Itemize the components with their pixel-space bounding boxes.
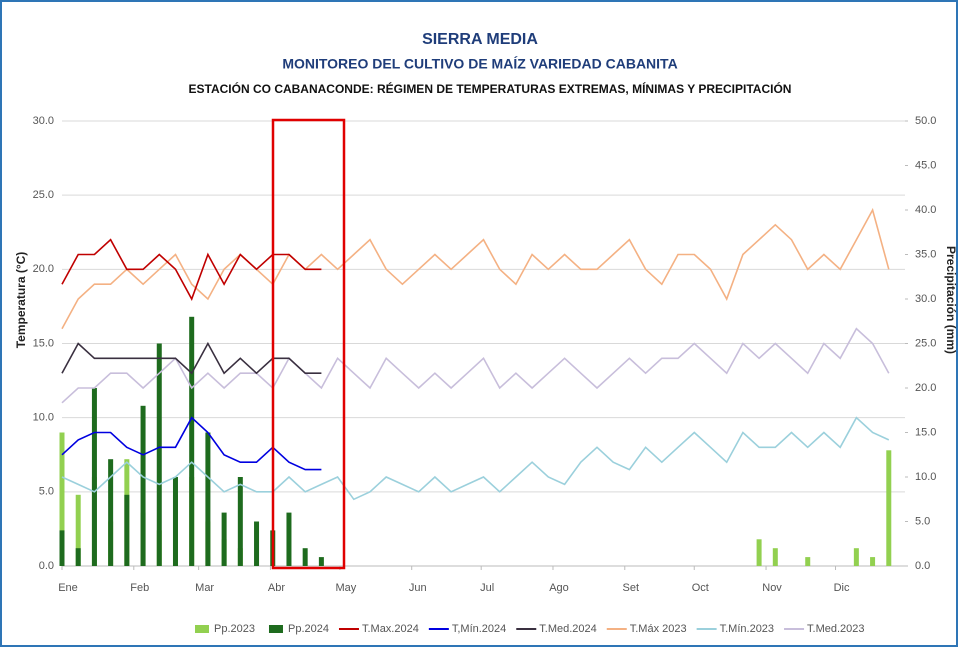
- bar: [108, 459, 114, 566]
- bar: [756, 539, 762, 566]
- x-tick-label: Set: [623, 582, 640, 594]
- x-tick-label: Jul: [480, 582, 494, 594]
- bar: [805, 557, 811, 566]
- bar: [237, 477, 243, 566]
- bar: [189, 316, 195, 566]
- legend-swatch: [195, 625, 209, 633]
- x-tick-label: Ene: [58, 582, 78, 594]
- y2-tick-label: 10.0: [915, 471, 936, 483]
- x-tick-label: Abr: [268, 582, 285, 594]
- line-series: [61, 416, 322, 471]
- legend-label: Pp.2024: [288, 623, 329, 635]
- y2-tick-label: 0.0: [915, 560, 930, 572]
- line-series: [61, 238, 322, 301]
- x-tick-label: Mar: [195, 582, 214, 594]
- y2-tick-label: 45.0: [915, 159, 936, 171]
- y-tick-label: 20.0: [33, 263, 54, 275]
- bar: [59, 530, 65, 566]
- legend-label: T.Med.2023: [807, 623, 864, 635]
- y-axis-label: Temperatura (°C): [14, 252, 28, 349]
- x-tick-label: Nov: [762, 582, 782, 594]
- bar: [59, 432, 65, 566]
- bar: [140, 405, 146, 566]
- bar: [286, 512, 292, 566]
- y-tick-label: 10.0: [33, 412, 54, 424]
- bar: [886, 450, 892, 566]
- y2-tick-label: 30.0: [915, 293, 936, 305]
- y-tick-label: 15.0: [33, 337, 54, 349]
- bar: [205, 432, 211, 566]
- x-tick-label: Dic: [834, 582, 850, 594]
- bar: [75, 548, 81, 566]
- line-series: [61, 416, 890, 501]
- x-tick-label: Jun: [409, 582, 427, 594]
- legend: Pp.2023 Pp.2024 T.Max.2024 T,Mín.2024 T.Med.…: [195, 623, 865, 635]
- legend-label: T.Máx 2023: [630, 623, 687, 635]
- x-tick-label: Oct: [692, 582, 709, 594]
- line-series: [61, 327, 890, 404]
- y2-tick-label: 40.0: [915, 204, 936, 216]
- bar: [870, 557, 876, 566]
- bar: [75, 494, 81, 566]
- y2-tick-label: 15.0: [915, 426, 936, 438]
- line-series: [61, 341, 322, 375]
- bar: [124, 494, 130, 566]
- chart-title: SIERRA MEDIA: [422, 31, 538, 48]
- y2-tick-label: 20.0: [915, 382, 936, 394]
- x-tick-label: May: [336, 582, 357, 594]
- highlight-box: [271, 118, 346, 570]
- legend-label: T.Mín.2023: [720, 623, 774, 635]
- legend-swatch: [268, 625, 283, 633]
- y2-tick-label: 50.0: [915, 115, 936, 127]
- y2-tick-label: 35.0: [915, 248, 936, 260]
- y-tick-label: 25.0: [33, 189, 54, 201]
- bar: [221, 512, 227, 566]
- legend-label: Pp.2023: [214, 623, 255, 635]
- y-tick-label: 5.0: [39, 486, 54, 498]
- chart-caption: ESTACIÓN CO CABANACONDE: RÉGIMEN DE TEMP…: [189, 81, 792, 96]
- legend-label: T,Mín.2024: [452, 623, 506, 635]
- bar: [772, 548, 778, 566]
- y-tick-label: 0.0: [39, 560, 54, 572]
- y2-tick-label: 5.0: [915, 515, 930, 527]
- line-series: [61, 207, 890, 330]
- bar: [318, 557, 324, 566]
- chart-subtitle: MONITOREO DEL CULTIVO DE MAÍZ VARIEDAD C…: [282, 56, 677, 72]
- x-tick-label: Ago: [549, 582, 569, 594]
- bar: [254, 521, 260, 566]
- y2-tick-label: 25.0: [915, 337, 936, 349]
- plot-area: 0.0 5.0 10.0 15.0 20.0 25.0 30.0 0.0 5.0 10.0 15.0…: [33, 115, 937, 594]
- x-tick-label: Feb: [130, 582, 149, 594]
- y2-axis-label: Precipitación (mm): [944, 246, 958, 354]
- bar: [156, 343, 162, 566]
- legend-label: T.Max.2024: [362, 623, 419, 635]
- y-tick-label: 30.0: [33, 115, 54, 127]
- bar: [853, 548, 859, 566]
- bar: [172, 477, 178, 566]
- bar: [91, 388, 97, 566]
- legend-label: T.Med.2024: [539, 623, 596, 635]
- bar: [302, 548, 308, 566]
